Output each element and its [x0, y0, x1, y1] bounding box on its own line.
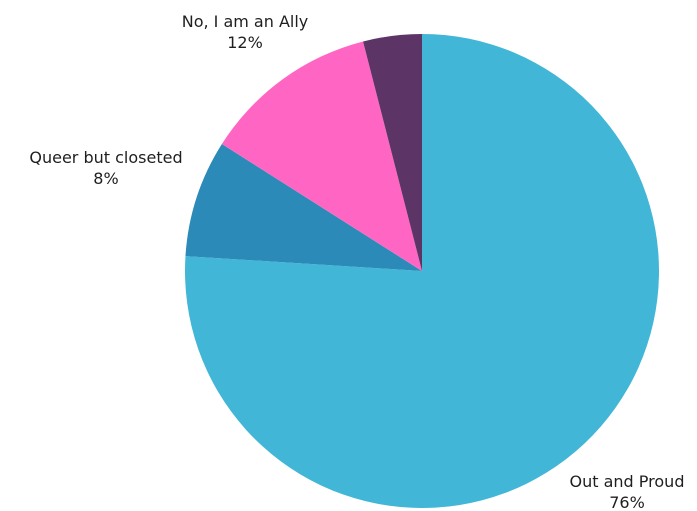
slice-label: Queer but closeted	[29, 148, 182, 167]
pie-slices	[185, 33, 660, 508]
pie-slice-unlabeled	[363, 34, 422, 271]
pie-slice-out-and-proud	[185, 33, 660, 508]
slice-percent-label: 12%	[227, 33, 263, 52]
pie-slice-no-i-am-an-ally	[221, 41, 422, 272]
slice-percent-label: 76%	[609, 493, 645, 511]
slice-percent-label: 8%	[93, 169, 118, 188]
slice-label: No, I am an Ally	[182, 12, 309, 31]
slice-label: Out and Proud	[570, 472, 685, 491]
pie-labels: Out and Proud 76% Queer but closeted 8% No, …	[29, 12, 684, 511]
pie-slice-queer-but-closeted	[185, 144, 422, 271]
